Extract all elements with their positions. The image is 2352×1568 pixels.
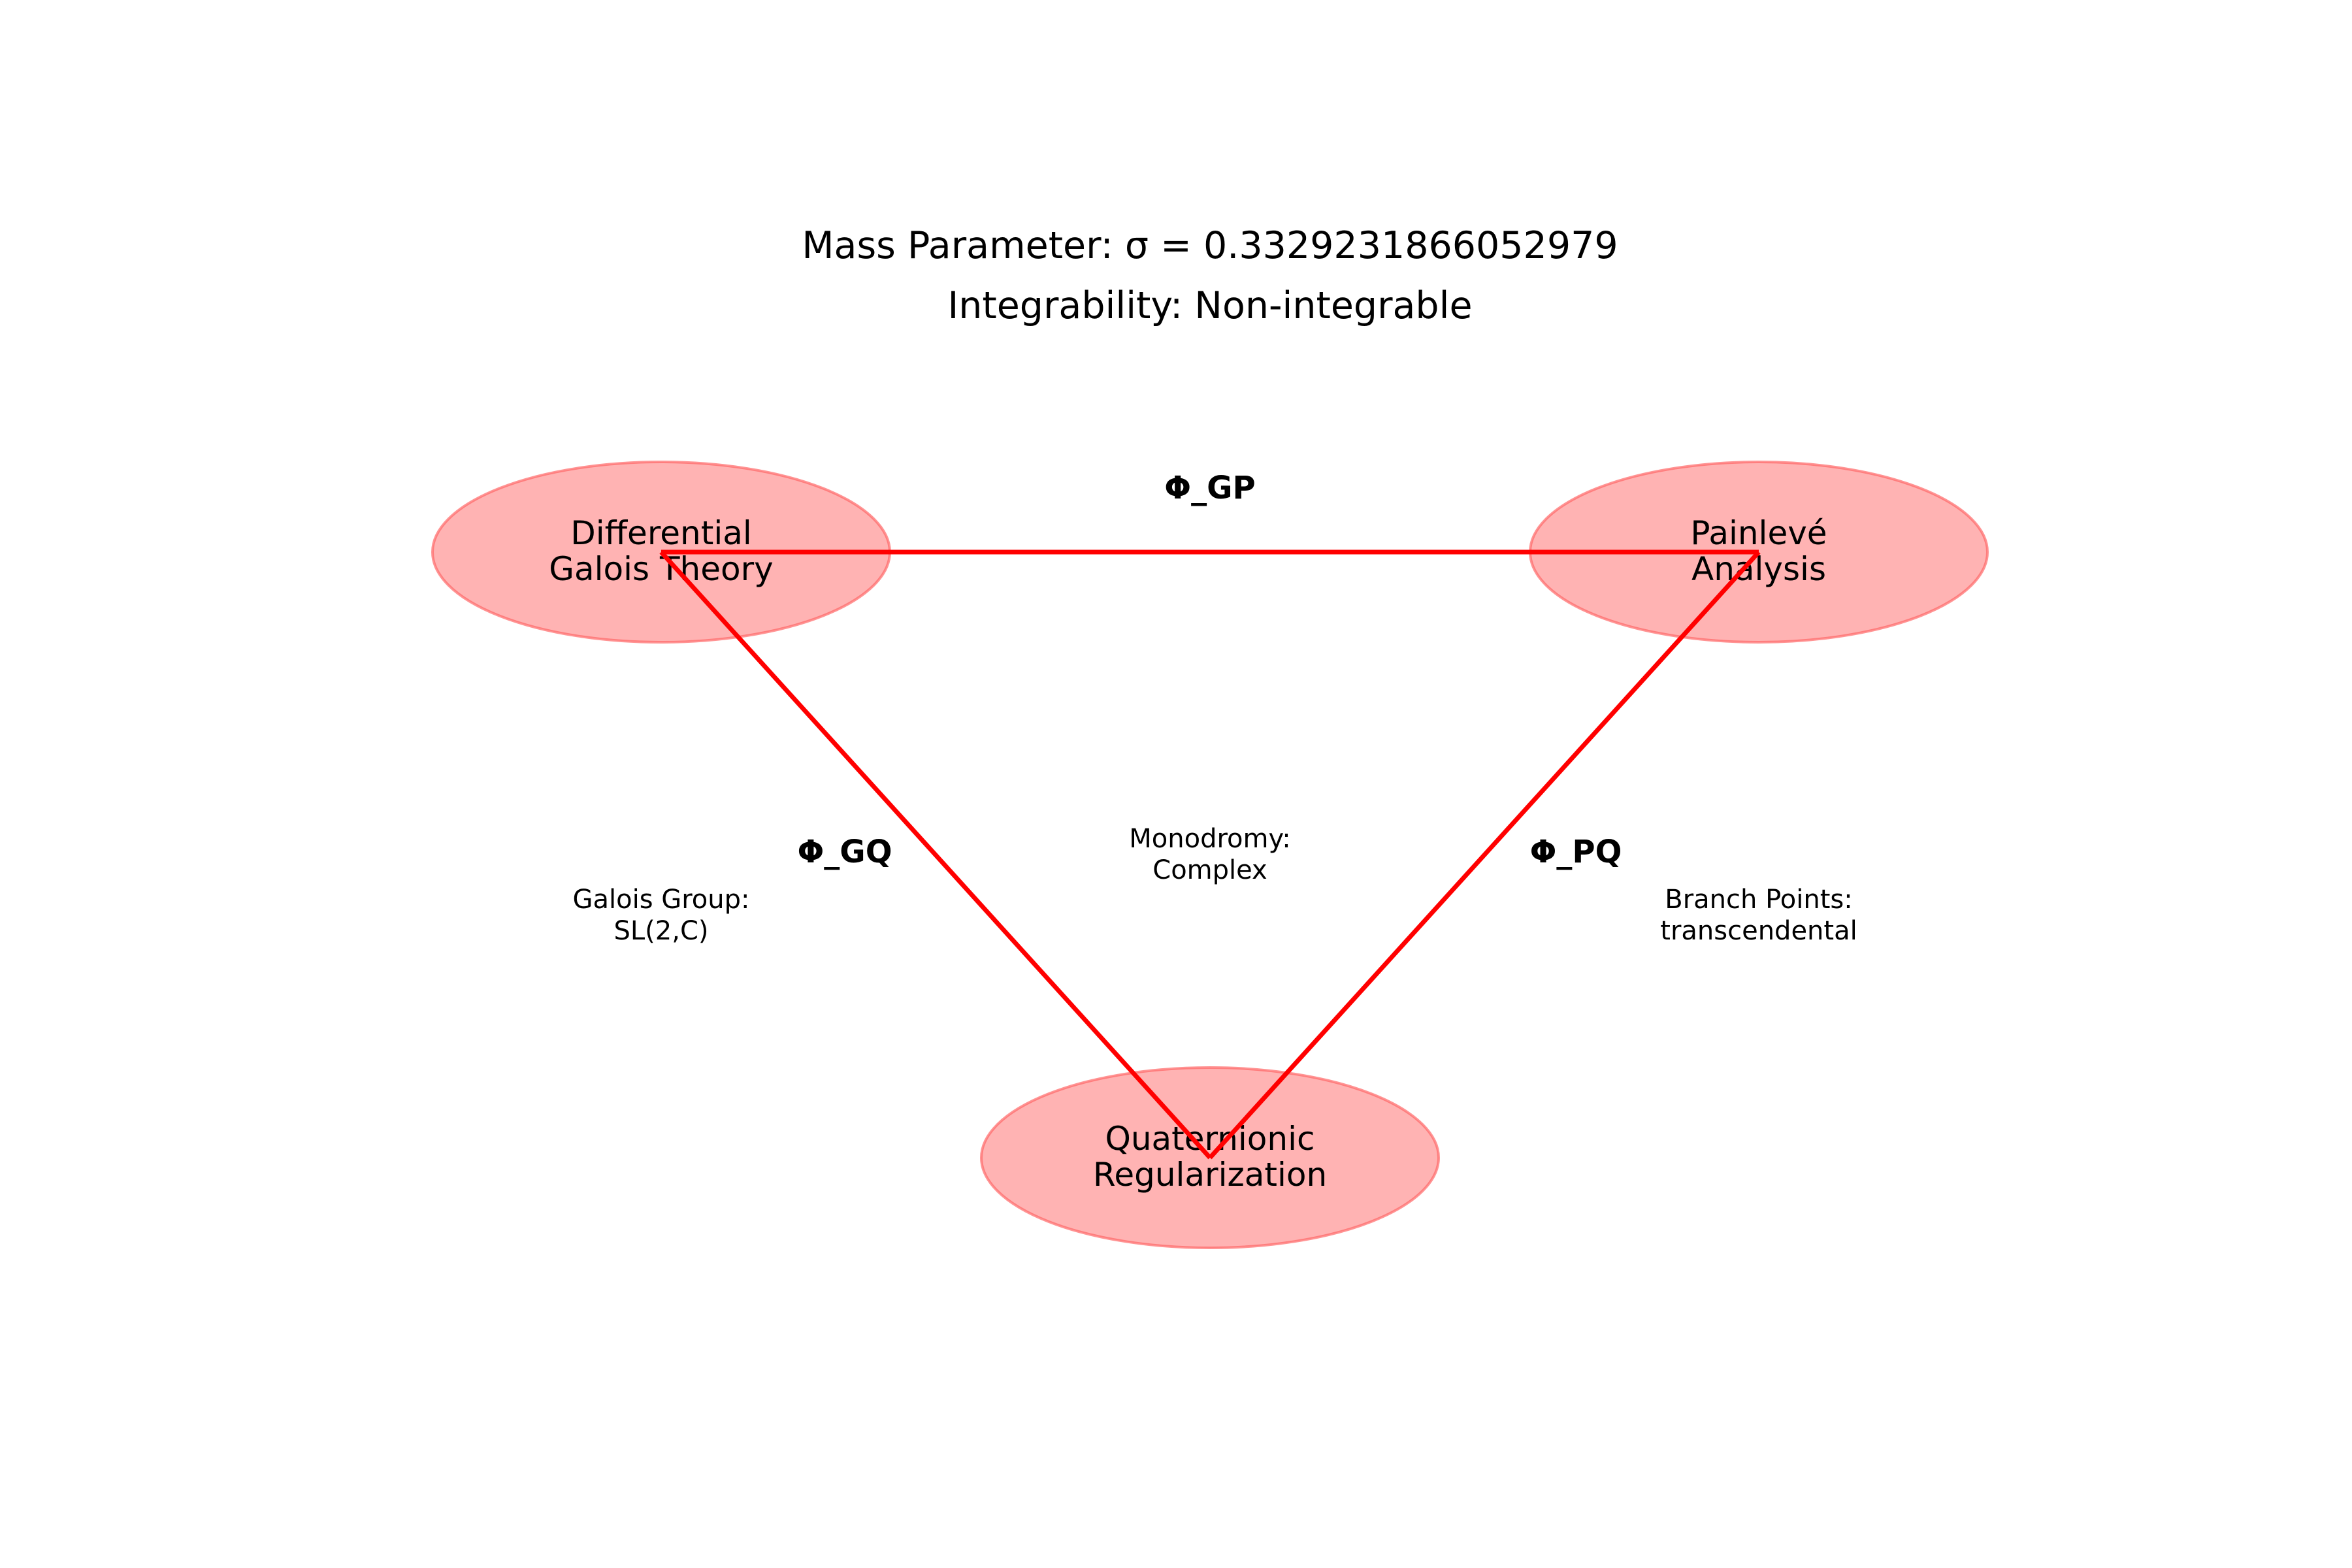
edge-label-gp: Φ_GP <box>1164 470 1255 506</box>
title-integrability: Integrability: Non-integrable <box>947 284 1472 327</box>
edge-painleve-quaternionic <box>1208 550 1761 1160</box>
node-painleve-label-line2: Analysis <box>1691 550 1826 588</box>
node-galois-label-line2: Galois Theory <box>549 550 773 588</box>
annotation-monodromy-line2: Complex <box>1152 855 1267 885</box>
annotation-galois-group-line2: SL(2,C) <box>614 916 709 946</box>
node-quaternionic-label-line2: Regularization <box>1093 1156 1327 1194</box>
node-quaternionic-label-line1: Quaternionic <box>1105 1120 1315 1158</box>
edge-label-gq: Φ_GQ <box>797 834 892 870</box>
node-galois-label-line1: Differential <box>570 514 752 552</box>
edge-galois-quaternionic <box>659 550 1212 1160</box>
annotation-galois-group-line1: Galois Group: <box>572 885 749 915</box>
annotation-branch-points-line2: transcendental <box>1660 916 1857 946</box>
annotation-monodromy-line1: Monodromy: <box>1129 824 1290 854</box>
edge-label-pq: Φ_PQ <box>1530 834 1622 870</box>
title-mass-parameter: Mass Parameter: σ = 0.3329231866052979 <box>802 224 1618 267</box>
node-painleve-label-line1: Painlevé <box>1690 514 1827 552</box>
annotation-branch-points-line1: Branch Points: <box>1665 885 1852 915</box>
